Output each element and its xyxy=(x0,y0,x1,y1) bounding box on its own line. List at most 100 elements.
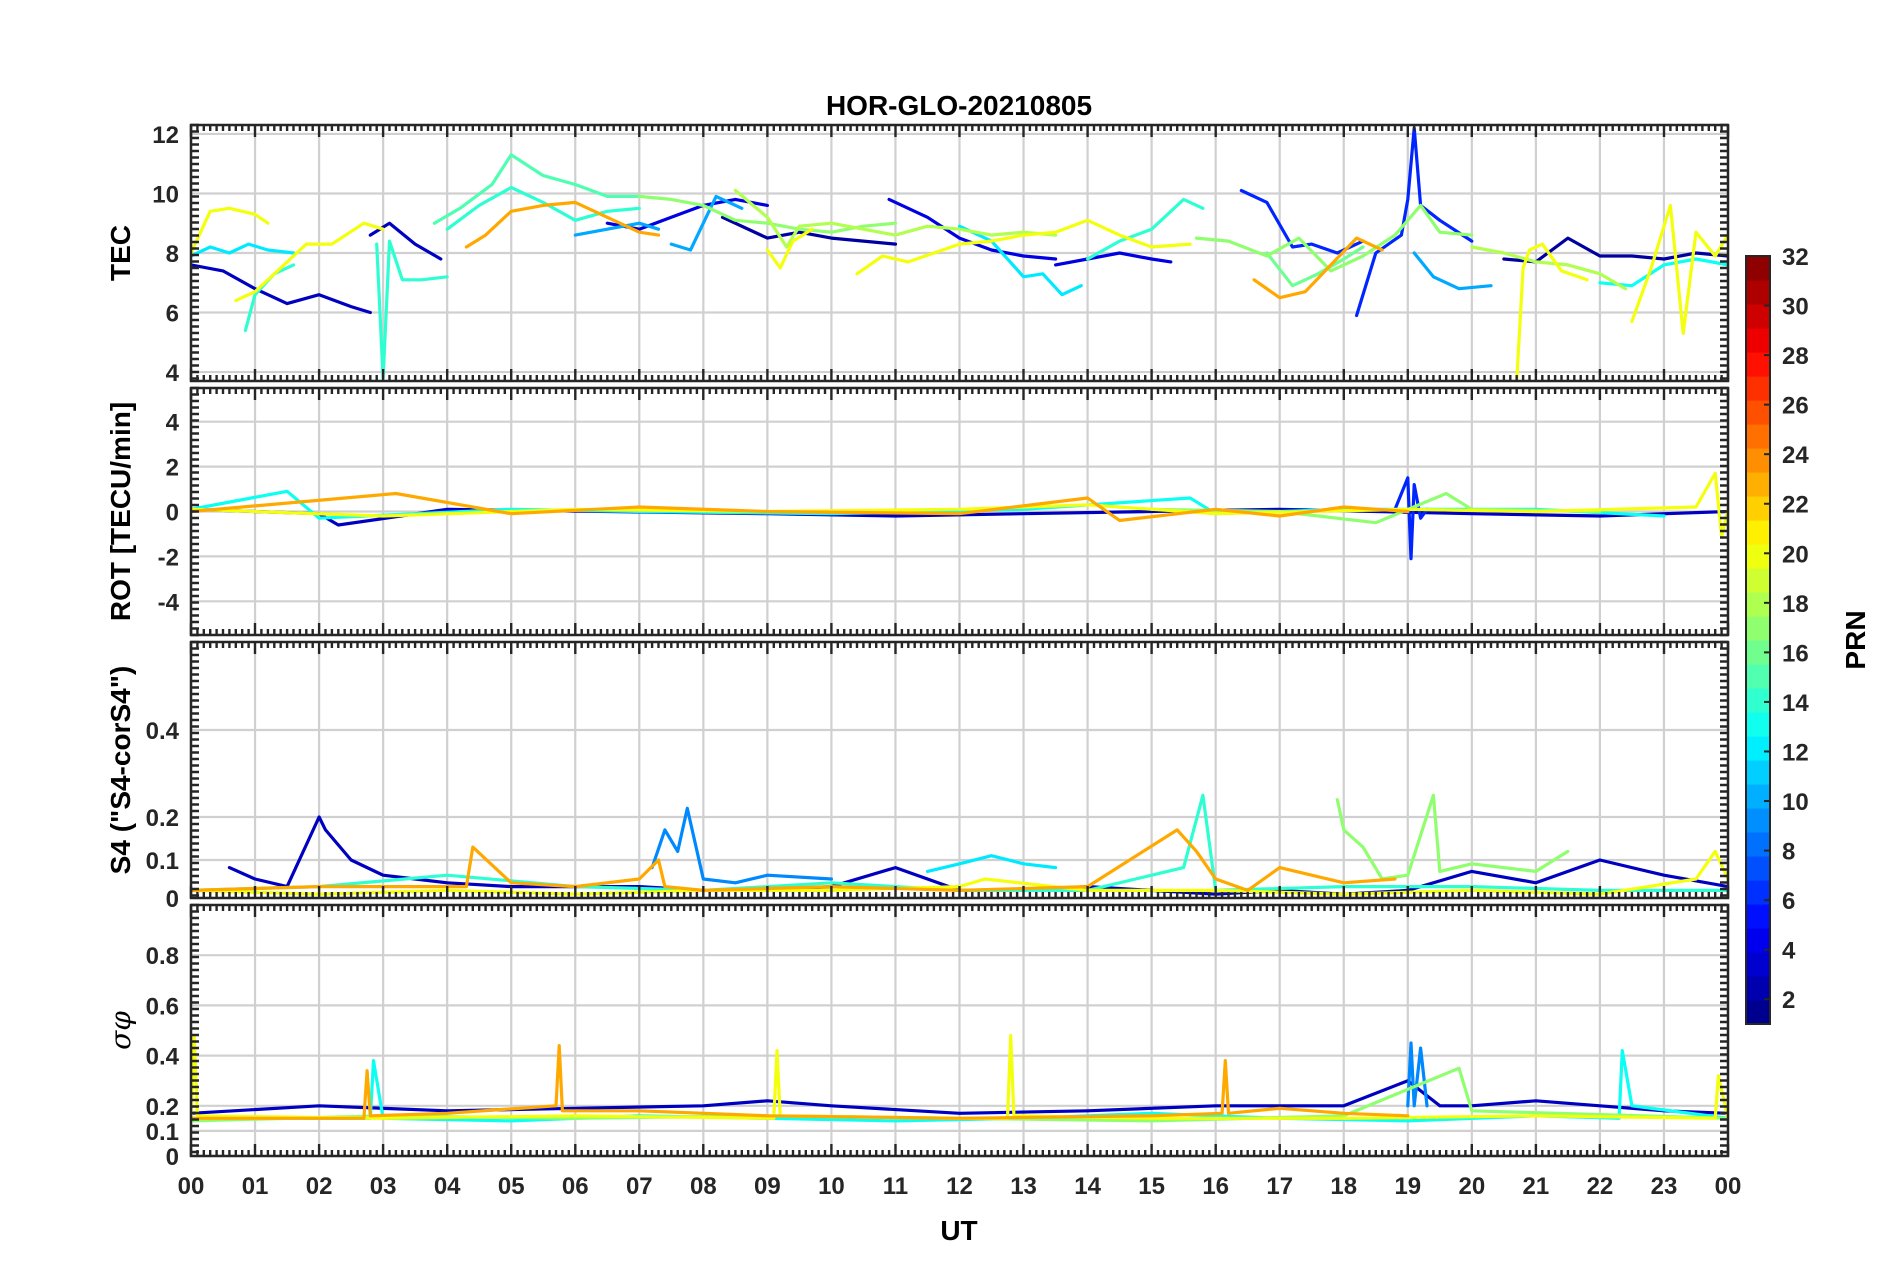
panel-3: 0 0.1 0.2 0.4 S4 ("S4-corS4") xyxy=(105,640,1730,913)
colorbar-tick-label: 10 xyxy=(1782,789,1809,816)
colorbar-segment xyxy=(1746,712,1770,737)
series-prn-20-line xyxy=(855,218,1192,276)
x-tick-label: 20 xyxy=(1458,1173,1485,1200)
colorbar-tick-label: 26 xyxy=(1782,393,1809,420)
colorbar-segment xyxy=(1746,520,1770,545)
colorbar-tick-label: 22 xyxy=(1782,492,1809,519)
panel-2-ytick-label: 2 xyxy=(166,455,179,482)
panel-4-ticks xyxy=(189,903,1730,1156)
colorbar-segment xyxy=(1746,424,1770,449)
series-prn-18-line xyxy=(733,188,1058,249)
panel-3-ytick-label: 0.1 xyxy=(146,848,179,875)
series-prn-9-line xyxy=(650,806,833,885)
x-tick-label: 06 xyxy=(562,1173,589,1200)
panel-2-ylabel: ROT [TECU/min] xyxy=(105,402,136,621)
panel-1-ytick-label: 4 xyxy=(166,360,180,387)
panel-2-series xyxy=(191,471,1728,561)
colorbar-segment xyxy=(1746,592,1770,617)
colorbar-tick-label: 32 xyxy=(1782,244,1809,271)
series-prn-23-line xyxy=(1252,236,1384,300)
x-tick-label: 07 xyxy=(626,1173,653,1200)
colorbar-tick-label: 30 xyxy=(1782,294,1809,321)
panel-3-ytick-label: 0.2 xyxy=(146,805,179,832)
panel-4: 00.10.2 0.4 0.6 0.8 σφ xyxy=(104,903,1730,1171)
colorbar-segment xyxy=(1746,664,1770,689)
panel-2-ticks xyxy=(189,386,1730,637)
colorbar-segment xyxy=(1746,760,1770,785)
series-prn-20-line xyxy=(234,221,385,303)
colorbar-segment xyxy=(1746,976,1770,1001)
series-prn-17-line xyxy=(1335,793,1570,881)
x-tick-label: 18 xyxy=(1330,1173,1357,1200)
series-prn-14-line xyxy=(445,185,641,231)
series-prn-23-line xyxy=(191,491,1410,523)
series-prn-15-line xyxy=(432,153,641,225)
x-tick-label: 10 xyxy=(818,1173,845,1200)
series-prn-20-line xyxy=(1630,203,1728,335)
panel-4-ytick-label: 0.6 xyxy=(146,993,179,1020)
colorbar-segment xyxy=(1746,256,1770,281)
colorbar-segment xyxy=(1746,688,1770,713)
x-tick-label: 13 xyxy=(1010,1173,1037,1200)
series-prn-20-line xyxy=(191,206,270,255)
x-tick-label: 23 xyxy=(1651,1173,1678,1200)
series-prn-12-line xyxy=(191,242,296,258)
colorbar-tick-label: 4 xyxy=(1782,938,1796,965)
x-tick-label: 21 xyxy=(1523,1173,1550,1200)
colorbar-segment xyxy=(1746,1000,1770,1025)
series-prn-6-line xyxy=(1239,188,1365,255)
x-tick-label: 01 xyxy=(242,1173,269,1200)
x-tick-label: 08 xyxy=(690,1173,717,1200)
colorbar-segment xyxy=(1746,472,1770,497)
series-prn-2-line xyxy=(1502,236,1728,264)
x-tick-label: 00 xyxy=(178,1173,205,1200)
panel-4-ytick-label: 0.1 xyxy=(146,1119,179,1146)
colorbar-tick-label: 24 xyxy=(1782,442,1809,469)
panel-2: -4 -2 0 2 4 ROT [TECU/min] xyxy=(105,386,1730,637)
x-tick-label: 15 xyxy=(1138,1173,1165,1200)
series-prn-23-line xyxy=(191,1044,1410,1120)
panel-4-ytick-label: 0.8 xyxy=(146,943,179,970)
colorbar-segment xyxy=(1746,544,1770,569)
series-prn-6-line xyxy=(1393,476,1429,561)
colorbar-label: PRN xyxy=(1840,610,1871,669)
colorbar-segment xyxy=(1746,280,1770,305)
series-prn-10-line xyxy=(669,194,744,252)
colorbar-segment xyxy=(1746,856,1770,881)
colorbar-tick-label: 2 xyxy=(1782,987,1795,1014)
x-tick-label: 04 xyxy=(434,1173,461,1200)
panel-1-ytick-label: 12 xyxy=(152,122,179,149)
panel-1-ticks xyxy=(189,123,1730,381)
x-tick-label: 19 xyxy=(1394,1173,1421,1200)
panel-2-ytick-label: 0 xyxy=(166,500,179,527)
colorbar-segment xyxy=(1746,808,1770,833)
x-tick-labels: 00 01 02 03 04 05 06 07 08 09 10 11 12 13 14 15 16 17 18 19… xyxy=(178,1173,1742,1200)
series-prn-12-line xyxy=(957,224,1083,297)
colorbar-tick-label: 28 xyxy=(1782,343,1809,370)
series-prn-23-line xyxy=(464,200,661,249)
colorbar-segment xyxy=(1746,616,1770,641)
colorbar-tick-label: 16 xyxy=(1782,640,1809,667)
x-tick-label: 22 xyxy=(1587,1173,1614,1200)
panel-4-ytick-label: 0.4 xyxy=(146,1044,180,1071)
panel-1-ytick-label: 10 xyxy=(152,181,179,208)
colorbar-segment xyxy=(1746,496,1770,521)
x-tick-label: 11 xyxy=(883,1173,908,1200)
colorbar-tick-label: 12 xyxy=(1782,739,1809,766)
x-tick-label: 05 xyxy=(498,1173,525,1200)
colorbar-tick-label: 14 xyxy=(1782,690,1809,717)
panel-1-ytick-label: 6 xyxy=(166,301,179,328)
colorbar-segment xyxy=(1746,376,1770,401)
series-prn-10-line xyxy=(1412,251,1493,291)
panel-1: 4 6 8 10 12 TEC xyxy=(105,122,1730,387)
panel-4-series xyxy=(191,1033,1728,1123)
panel-4-ylabel: σφ xyxy=(104,1011,137,1050)
panel-4-ytick-label: 0.2 xyxy=(146,1094,179,1121)
colorbar-tick-label: 8 xyxy=(1782,839,1795,866)
series-prn-14-line xyxy=(375,239,449,380)
colorbar-tick-label: 18 xyxy=(1782,591,1809,618)
colorbar-segment xyxy=(1746,304,1770,329)
